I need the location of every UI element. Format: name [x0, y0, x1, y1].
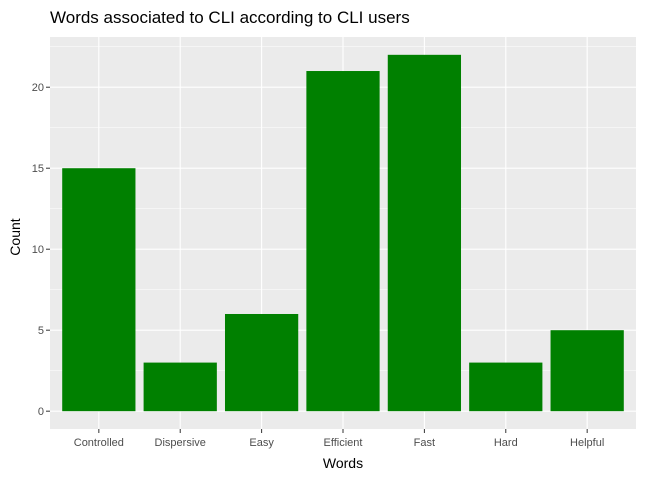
x-tick-label: Controlled [74, 437, 124, 449]
x-tick-label: Dispersive [155, 437, 206, 449]
x-tick-label: Hard [494, 437, 518, 449]
x-tick-label: Fast [414, 437, 435, 449]
y-tick-label: 5 [38, 325, 44, 337]
bar-efficient [306, 71, 380, 412]
y-tick-label: 10 [32, 244, 44, 256]
bar-hard [469, 362, 543, 412]
bar-controlled [62, 168, 136, 412]
chart-title: Words associated to CLI according to CLI… [50, 8, 410, 27]
y-tick-label: 0 [38, 406, 44, 418]
axis-ticks: 0 5 10 15 20 Controlled Dispersive Easy Efficien… [32, 82, 605, 449]
y-tick-label: 20 [32, 82, 44, 94]
bar-dispersive [143, 362, 217, 412]
y-axis-title: Count [7, 218, 23, 255]
x-tick-label: Helpful [570, 437, 604, 449]
x-axis-title: Words [323, 455, 363, 471]
bar-fast [387, 54, 462, 412]
bar-helpful [550, 330, 624, 412]
y-tick-label: 15 [32, 163, 44, 175]
x-tick-label: Easy [249, 437, 274, 449]
x-tick-label: Efficient [324, 437, 363, 449]
bars [62, 54, 624, 412]
bar-easy [224, 313, 299, 412]
